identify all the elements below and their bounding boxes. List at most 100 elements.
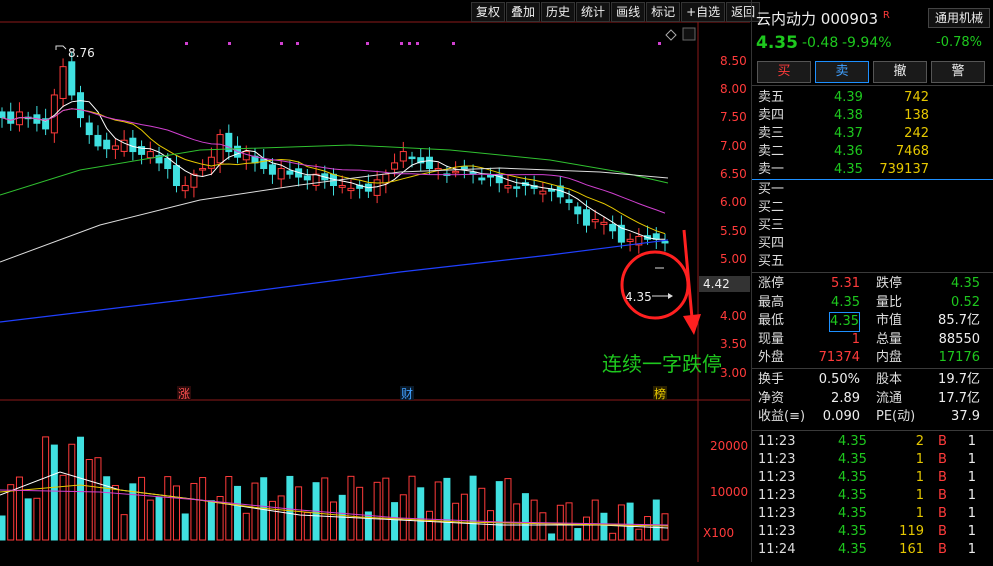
sell-row[interactable]: 卖三 4.37 242 — [758, 125, 993, 143]
ma120-line — [0, 167, 669, 263]
buy-row[interactable]: 买四 — [758, 235, 993, 253]
kline-chart-area[interactable]: 8.50 8.00 7.50 7.00 6.50 6.00 5.50 5.00 … — [0, 0, 750, 562]
tick-row[interactable]: 11:23 4.35 1 B 1 — [758, 505, 993, 523]
buy-button[interactable]: 买 — [757, 61, 811, 83]
current-price-tag: 4.42 — [703, 277, 730, 291]
buy-row[interactable]: 买三 — [758, 217, 993, 235]
candle-body — [77, 92, 85, 119]
candle-body — [207, 156, 215, 169]
candle-body — [286, 170, 294, 175]
tick-count: 1 — [967, 488, 976, 503]
volume-bar — [129, 483, 137, 541]
signal-dot — [366, 42, 369, 45]
sell-row[interactable]: 卖一 4.35 739137 — [758, 161, 993, 179]
volume-bar — [565, 502, 573, 541]
mark-button[interactable]: 标记 — [646, 2, 681, 22]
volume-bar — [251, 482, 259, 541]
stat-label: 最高 — [758, 294, 785, 310]
buy-row[interactable]: 买二 — [758, 199, 993, 217]
price-tick: 5.50 — [720, 224, 747, 238]
candle-body — [260, 158, 268, 170]
order-volume: 242 — [904, 126, 929, 141]
signal-dot — [296, 42, 299, 45]
buy-row[interactable]: 买五 — [758, 253, 993, 271]
ma250-line — [0, 239, 669, 323]
volume-bar — [190, 482, 198, 541]
volume-bar — [59, 474, 67, 541]
stat2-row: 收益(≡) 0.090 PE(动) 37.9 — [758, 408, 993, 426]
overlay-button[interactable]: 叠加 — [506, 2, 541, 22]
vol-ma-line — [0, 471, 669, 529]
sector-label[interactable]: 通用机械 — [928, 8, 990, 28]
candle-body — [59, 66, 67, 99]
volume-tick: 20000 — [710, 439, 748, 453]
stock-change-pct: -9.94% — [842, 35, 892, 51]
kline-chart[interactable]: 8.50 8.00 7.50 7.00 6.50 6.00 5.50 5.00 … — [0, 0, 750, 562]
stat-value: 0.50% — [818, 372, 860, 387]
candle-body — [268, 164, 276, 175]
tick-row[interactable]: 11:23 4.35 119 B 1 — [758, 523, 993, 541]
stat-row: 涨停 5.31 跌停 4.35 — [758, 275, 993, 293]
statistics-button[interactable]: 统计 — [576, 2, 611, 22]
sell-row[interactable]: 卖四 4.38 138 — [758, 107, 993, 125]
tick-row[interactable]: 11:23 4.35 1 B 1 — [758, 469, 993, 487]
signal-dot — [452, 42, 455, 45]
draw-line-button[interactable]: 画线 — [611, 2, 646, 22]
tick-row[interactable]: 11:24 4.35 161 B 1 — [758, 541, 993, 559]
candle-body — [50, 94, 58, 134]
restore-rights-button[interactable]: 复权 — [471, 2, 506, 22]
stat2-row: 换手 0.50% 股本 19.7亿 — [758, 371, 993, 389]
price-tick: 6.50 — [720, 167, 747, 181]
tick-volume: 119 — [899, 524, 924, 539]
down-arrow — [682, 229, 694, 319]
candle-body — [199, 168, 207, 171]
stat-row: 最高 4.35 量比 0.52 — [758, 294, 993, 312]
tick-count: 1 — [967, 470, 976, 485]
stat-value: 5.31 — [831, 276, 860, 291]
candle-body — [7, 111, 15, 124]
candle-body — [303, 175, 311, 181]
tick-row[interactable]: 11:23 4.35 2 B 1 — [758, 433, 993, 451]
candle-body — [94, 134, 102, 147]
tick-row[interactable]: 11:23 4.35 1 B 1 — [758, 451, 993, 469]
volume-bar — [626, 502, 634, 541]
candle-body — [190, 173, 198, 188]
volume-bar — [356, 486, 364, 541]
buy-row[interactable]: 买一 — [758, 181, 993, 199]
sell-row[interactable]: 卖二 4.36 7468 — [758, 143, 993, 161]
ma60-line — [0, 144, 669, 196]
candle-body — [609, 223, 617, 232]
candle-body — [548, 189, 556, 192]
price-tick: 6.00 — [720, 195, 747, 209]
stat-value: 17.7亿 — [938, 390, 980, 406]
price-tick: 8.50 — [720, 54, 747, 68]
candle-body — [617, 224, 625, 243]
maximize-icon — [682, 27, 696, 41]
sell-row[interactable]: 卖五 4.39 742 — [758, 89, 993, 107]
tick-row[interactable]: 11:23 4.35 1 B 1 — [758, 487, 993, 505]
price-tick: 3.00 — [720, 366, 747, 380]
tick-side: B — [938, 470, 947, 485]
candle-body — [504, 185, 512, 189]
sell-button[interactable]: 卖 — [815, 61, 869, 83]
price-tick: 7.00 — [720, 139, 747, 153]
volume-bar — [172, 485, 180, 541]
candle-body — [312, 173, 320, 187]
tick-side: B — [938, 452, 947, 467]
candle-body — [391, 162, 399, 170]
alert-button[interactable]: 警 — [931, 61, 985, 83]
candle-body — [129, 137, 137, 153]
cancel-order-button[interactable]: 撤 — [873, 61, 927, 83]
volume-bar — [364, 511, 372, 541]
volume-bar — [111, 485, 119, 541]
add-watchlist-button[interactable]: +自选 — [681, 2, 726, 22]
order-price: 4.36 — [834, 144, 863, 159]
candle-body — [85, 122, 93, 136]
annotation-text: 连续一字跌停 — [602, 352, 722, 376]
history-button[interactable]: 历史 — [541, 2, 576, 22]
stat-value: 1 — [851, 331, 860, 347]
tick-price: 4.35 — [838, 434, 867, 449]
candles-group — [0, 51, 669, 254]
volume-bar — [15, 476, 23, 541]
stat-row: 外盘 71374 内盘 17176 — [758, 349, 993, 367]
